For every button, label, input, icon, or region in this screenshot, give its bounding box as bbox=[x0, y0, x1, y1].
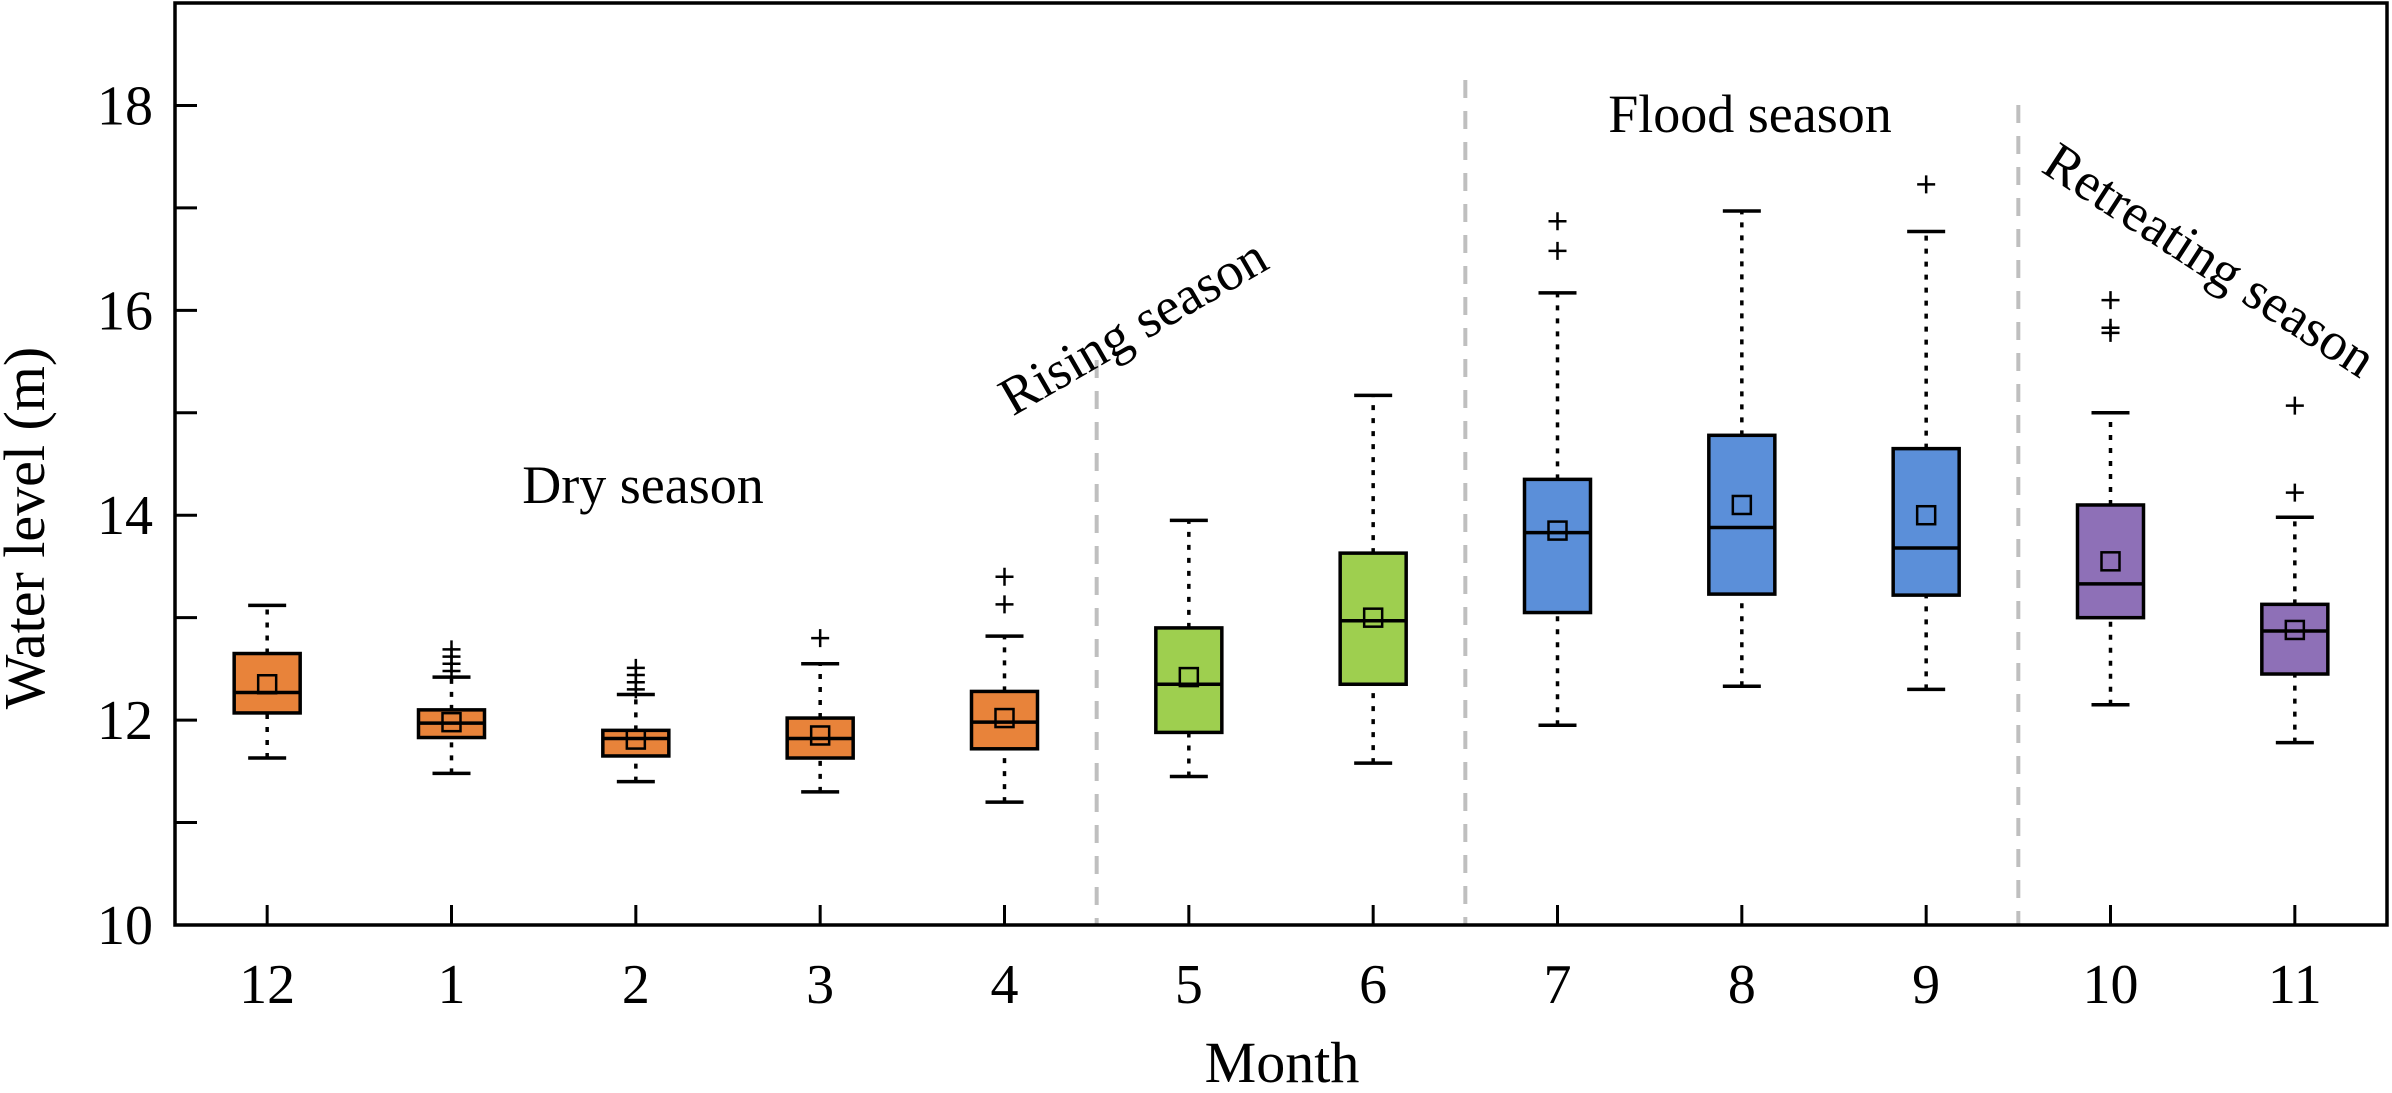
mean-marker bbox=[2100, 551, 2121, 572]
outlier-marker bbox=[2101, 291, 2120, 310]
mean-marker bbox=[625, 729, 647, 750]
mean-marker bbox=[1915, 504, 1937, 526]
mean-marker bbox=[1178, 666, 1200, 688]
x-axis-title: Month bbox=[1205, 1030, 1360, 1093]
x-tick-label: 4 bbox=[991, 954, 1019, 1016]
mean-marker bbox=[1547, 520, 1568, 541]
box-iqr bbox=[969, 689, 1040, 751]
plot-frame bbox=[173, 1, 2389, 927]
outlier-marker bbox=[995, 567, 1014, 586]
x-tick-label: 1 bbox=[438, 954, 466, 1016]
dry-season-label: Dry season bbox=[522, 455, 763, 515]
y-tick-label: 18 bbox=[97, 75, 153, 137]
outlier-marker bbox=[1548, 212, 1567, 231]
mean-marker bbox=[1362, 607, 1384, 628]
y-axis-title: Water level (m) bbox=[0, 347, 57, 709]
outlier-marker bbox=[995, 595, 1014, 614]
box-iqr bbox=[1522, 477, 1593, 615]
outlier-marker bbox=[442, 640, 461, 659]
mean-marker bbox=[994, 707, 1015, 729]
x-tick-label: 7 bbox=[1544, 954, 1572, 1016]
y-tick-label: 12 bbox=[97, 690, 153, 752]
box-iqr bbox=[1338, 551, 1408, 687]
flood-season-label: Flood season bbox=[1608, 84, 1892, 144]
y-tick-label: 10 bbox=[97, 895, 153, 957]
box-iqr bbox=[2075, 503, 2146, 620]
x-tick-label: 6 bbox=[1359, 954, 1387, 1016]
x-tick-label: 8 bbox=[1728, 954, 1756, 1016]
outlier-marker bbox=[626, 658, 645, 677]
mean-marker bbox=[441, 711, 462, 733]
mean-marker bbox=[2284, 619, 2306, 641]
outlier-marker bbox=[811, 629, 830, 648]
mean-marker bbox=[256, 674, 278, 695]
x-tick-label: 3 bbox=[806, 954, 834, 1016]
outlier-marker bbox=[2285, 396, 2304, 415]
x-tick-label: 12 bbox=[239, 954, 295, 1016]
x-tick-label: 2 bbox=[622, 954, 650, 1016]
mean-marker bbox=[1731, 494, 1753, 516]
rising-season-label: Rising season bbox=[989, 226, 1278, 427]
y-tick-label: 14 bbox=[97, 485, 153, 547]
outlier-marker bbox=[1917, 175, 1936, 194]
y-tick-label: 16 bbox=[97, 280, 153, 342]
box-iqr bbox=[1891, 446, 1961, 597]
x-tick-label: 5 bbox=[1175, 954, 1203, 1016]
box-iqr bbox=[232, 651, 302, 715]
outlier-marker bbox=[1548, 241, 1567, 260]
x-tick-label: 11 bbox=[2268, 954, 2322, 1016]
outlier-marker bbox=[2101, 318, 2120, 337]
box-iqr bbox=[601, 728, 671, 758]
retreating-season-label: Retreating season bbox=[2033, 131, 2386, 390]
mean-marker bbox=[809, 725, 831, 746]
x-tick-label: 10 bbox=[2083, 954, 2139, 1016]
outlier-marker bbox=[2285, 483, 2304, 502]
box-iqr bbox=[1154, 626, 1224, 735]
x-tick-label: 9 bbox=[1912, 954, 1940, 1016]
